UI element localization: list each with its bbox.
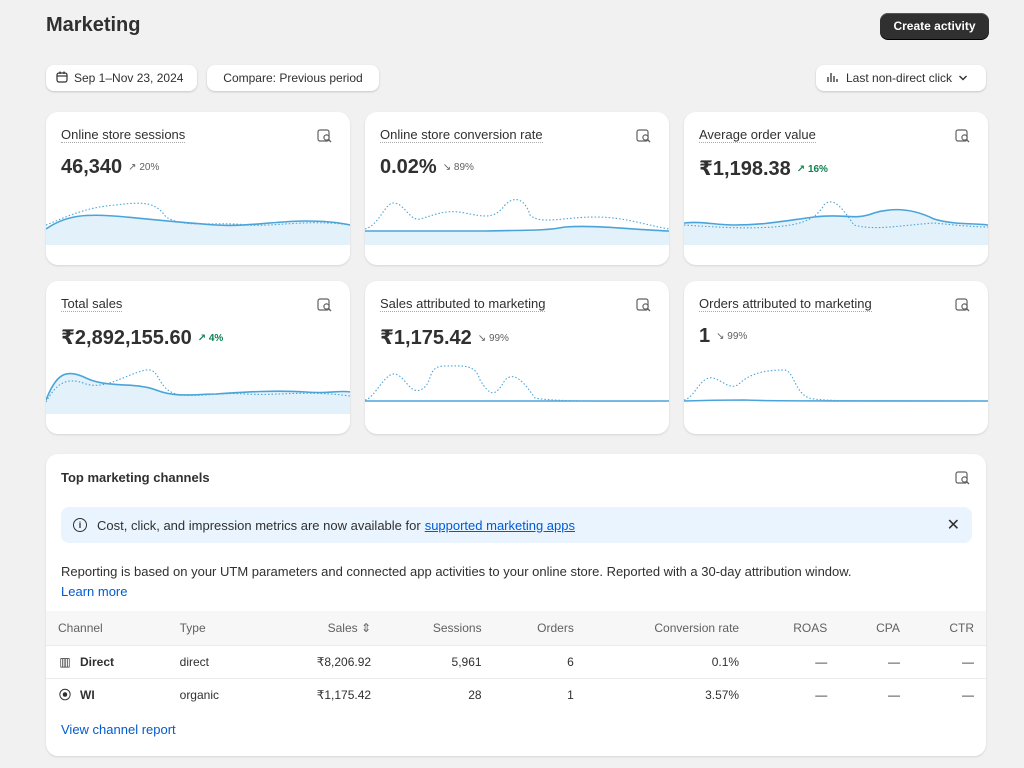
roas-cell: — <box>815 687 828 702</box>
sparkline-aov <box>684 201 988 245</box>
metric-delta: ↘ 99% <box>716 331 748 342</box>
date-range-label: Sep 1–Nov 23, 2024 <box>74 71 184 85</box>
sparkline-conversion <box>365 199 669 245</box>
sales-cell: ₹1,175.42 <box>316 687 372 702</box>
metric-card-conversion[interactable]: Online store conversion rate 0.02% ↘ 89% <box>365 112 669 265</box>
metric-delta: ↗ 20% <box>128 162 160 173</box>
column-header-conversion: Conversion rate <box>654 620 740 635</box>
metric-label: Online store conversion rate <box>380 127 543 143</box>
explore-report-icon[interactable] <box>317 298 333 312</box>
type-cell: direct <box>179 654 209 669</box>
explore-report-icon[interactable] <box>317 129 333 143</box>
panel-title: Top marketing channels <box>61 470 210 485</box>
attribution-model-select[interactable]: Last non-direct click <box>816 65 986 91</box>
roas-cell: — <box>815 654 828 669</box>
table-header-row: Channel Type Sales ⇕ Sessions Orders Con… <box>46 611 986 645</box>
metric-card-total-sales[interactable]: Total sales ₹2,892,155.60 ↗ 4% <box>46 281 350 434</box>
close-icon[interactable]: ✕ <box>946 517 960 534</box>
explore-report-icon[interactable] <box>636 129 652 143</box>
attribution-label: Last non-direct click <box>846 71 953 85</box>
metric-value: ₹1,198.38 ↗ 16% <box>699 158 828 180</box>
metric-label: Average order value <box>699 127 816 143</box>
explore-report-icon[interactable] <box>955 129 971 143</box>
metric-card-sessions[interactable]: Online store sessions 46,340 ↗ 20% <box>46 112 350 265</box>
type-cell: organic <box>179 687 219 702</box>
sessions-cell: 5,961 <box>451 654 482 669</box>
metric-label: Total sales <box>61 296 123 312</box>
metric-delta: ↘ 89% <box>442 162 474 173</box>
metric-card-marketing-orders[interactable]: Orders attributed to marketing 1 ↘ 99% <box>684 281 988 434</box>
sparkline-marketing-orders <box>684 369 988 402</box>
top-marketing-channels-panel: Top marketing channels i Cost, click, an… <box>46 454 986 756</box>
compare-period-button[interactable]: Compare: Previous period <box>207 65 379 91</box>
metric-value: 0.02% ↘ 89% <box>380 156 474 178</box>
cpa-cell: — <box>887 687 900 702</box>
column-header-sales[interactable]: Sales ⇕ <box>327 620 372 635</box>
google-icon: ⦿ <box>58 688 71 703</box>
banner-text: Cost, click, and impression metrics are … <box>97 517 421 533</box>
conversion-cell: 3.57% <box>705 687 740 702</box>
info-icon: i <box>73 518 87 532</box>
metric-delta: ↗ 4% <box>197 333 224 344</box>
metric-card-aov[interactable]: Average order value ₹1,198.38 ↗ 16% <box>684 112 988 265</box>
sparkline-sessions <box>46 202 350 245</box>
page-title: Marketing <box>46 14 141 36</box>
sparkline-marketing-sales <box>365 365 669 402</box>
column-header-type: Type <box>179 620 206 635</box>
explore-report-icon[interactable] <box>955 471 971 485</box>
bar-chart-icon <box>826 71 840 86</box>
calendar-icon <box>56 71 68 86</box>
info-banner: i Cost, click, and impression metrics ar… <box>61 507 972 543</box>
metric-label: Online store sessions <box>61 127 186 143</box>
channels-table: Channel Type Sales ⇕ Sessions Orders Con… <box>46 611 986 711</box>
cpa-cell: — <box>887 654 900 669</box>
metric-delta: ↘ 99% <box>477 333 509 344</box>
column-header-cpa: CPA <box>876 620 900 635</box>
sort-icon[interactable]: ⇕ <box>361 620 372 635</box>
sparkline-total-sales <box>46 369 350 414</box>
ctr-cell: — <box>962 687 974 702</box>
column-header-roas: ROAS <box>793 620 828 635</box>
column-header-ctr: CTR <box>949 620 974 635</box>
supported-apps-link[interactable]: supported marketing apps <box>424 517 575 533</box>
metric-value: 1 ↘ 99% <box>699 325 748 347</box>
metric-value: ₹1,175.42 ↘ 99% <box>380 327 509 349</box>
attribution-note: Reporting is based on your UTM parameter… <box>61 564 852 579</box>
sales-cell: ₹8,206.92 <box>316 654 372 669</box>
column-header-orders: Orders <box>537 620 574 635</box>
view-channel-report-link[interactable]: View channel report <box>61 722 176 737</box>
metric-value: ₹2,892,155.60 ↗ 4% <box>61 327 224 349</box>
date-range-picker[interactable]: Sep 1–Nov 23, 2024 <box>46 65 197 91</box>
metric-label: Sales attributed to marketing <box>380 296 546 312</box>
metric-label: Orders attributed to marketing <box>699 296 872 312</box>
learn-more-link[interactable]: Learn more <box>61 584 128 599</box>
sessions-cell: 28 <box>468 687 482 702</box>
channel-cell[interactable]: ⦿ WI <box>58 688 95 703</box>
create-activity-button[interactable]: Create activity <box>880 13 989 39</box>
column-header-sessions: Sessions <box>432 620 482 635</box>
orders-cell: 6 <box>567 654 574 669</box>
conversion-cell: 0.1% <box>711 654 740 669</box>
column-header-channel: Channel <box>58 620 103 635</box>
orders-cell: 1 <box>567 687 574 702</box>
store-icon: ▥ <box>59 654 71 669</box>
metric-value: 46,340 ↗ 20% <box>61 156 160 178</box>
explore-report-icon[interactable] <box>636 298 652 312</box>
compare-label: Compare: Previous period <box>223 71 363 85</box>
table-row[interactable]: ▥ Direct direct ₹8,206.92 5,961 6 0.1% — … <box>46 645 986 678</box>
explore-report-icon[interactable] <box>955 298 971 312</box>
channel-cell[interactable]: ▥ Direct <box>59 654 115 669</box>
chevron-down-icon <box>958 71 968 85</box>
table-row[interactable]: ⦿ WI organic ₹1,175.42 28 1 3.57% — — — <box>46 678 986 711</box>
ctr-cell: — <box>962 654 974 669</box>
metric-delta: ↗ 16% <box>796 164 828 175</box>
metric-card-marketing-sales[interactable]: Sales attributed to marketing ₹1,175.42 ↘… <box>365 281 669 434</box>
